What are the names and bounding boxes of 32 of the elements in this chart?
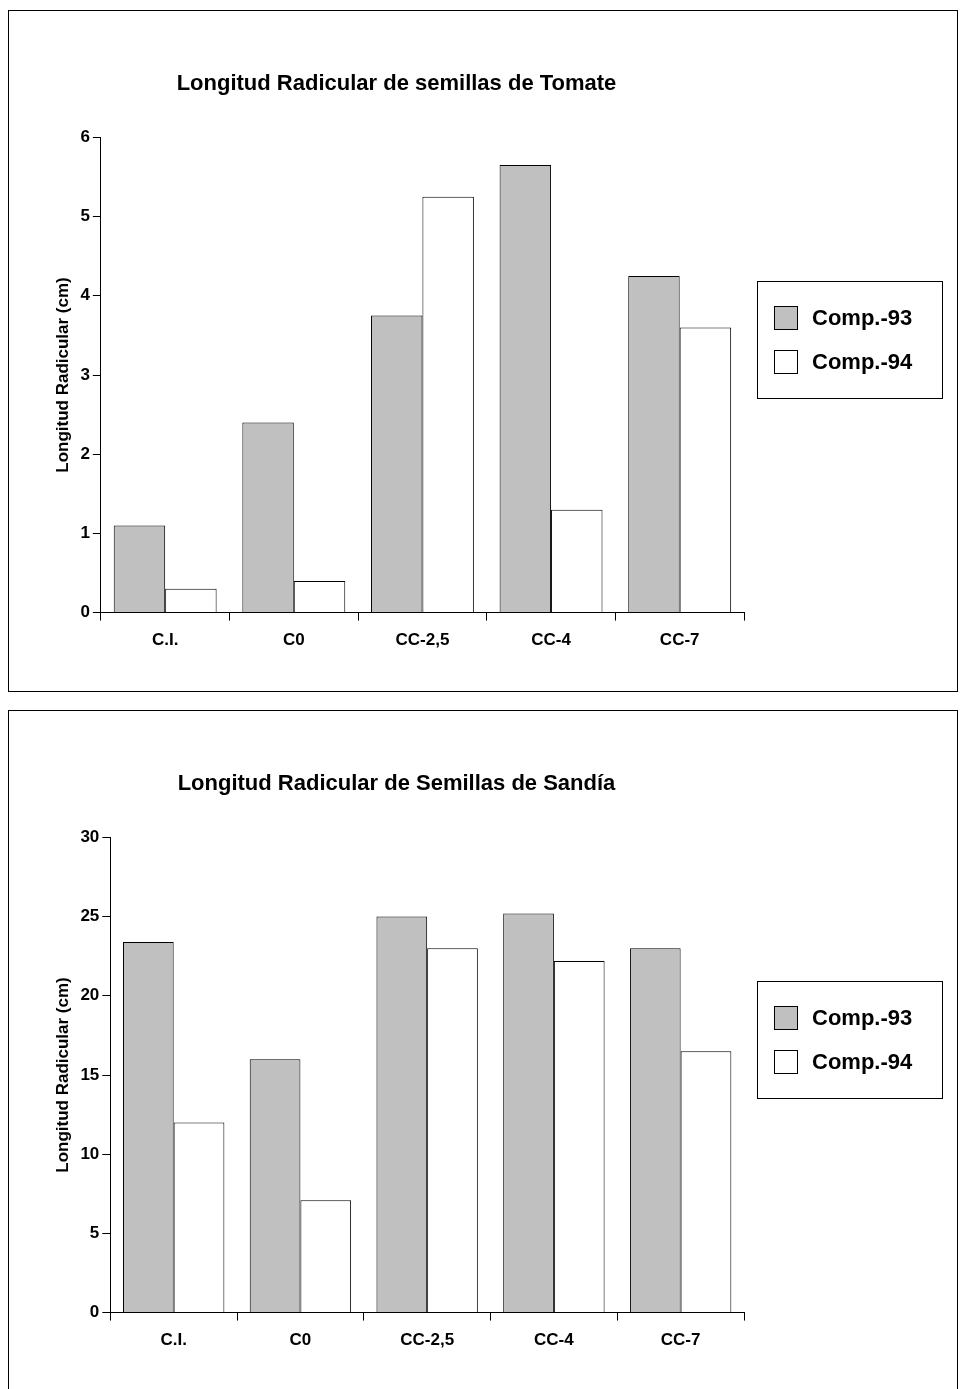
x-tick-label: C.I. <box>160 1330 187 1350</box>
y-tick-label: 20 <box>80 985 100 1005</box>
chart-title: Longitud Radicular de semillas de Tomate <box>176 70 617 96</box>
x-tick-label: C0 <box>282 630 305 650</box>
x-tick-label: CC-7 <box>660 1330 701 1350</box>
text: Comp.-94 <box>812 349 913 375</box>
y-tick-label: 15 <box>80 1064 100 1084</box>
x-tick-label: CC-4 <box>534 1330 575 1350</box>
y-tick-label: 10 <box>80 1143 100 1163</box>
x-tick-label: CC-7 <box>659 630 700 650</box>
y-tick-label: 6 <box>80 127 90 147</box>
y-tick-label: 0 <box>89 1302 100 1322</box>
y-tick-label: 25 <box>80 906 100 926</box>
y-tick-label: 1 <box>80 523 90 543</box>
x-tick-label: CC-4 <box>531 630 572 650</box>
y-tick-label: 30 <box>80 827 100 847</box>
x-tick-label: CC-2,5 <box>400 1330 455 1350</box>
y-axis-title: Longitud Radicular (cm) <box>52 977 72 1173</box>
legend-label: Comp.-93 <box>812 1005 913 1031</box>
y-tick-label: 4 <box>80 285 91 305</box>
text: Comp.-94 <box>812 1049 913 1075</box>
x-tick-label: C.I. <box>151 630 179 650</box>
y-axis-title: Longitud Radicular (cm) <box>52 277 72 473</box>
y-tick-label: 5 <box>80 206 90 226</box>
y-tick-label: 2 <box>80 443 90 463</box>
x-tick-label: CC-2,5 <box>395 630 450 650</box>
x-tick-label: C0 <box>289 1330 312 1350</box>
legend-label: Comp.-93 <box>812 305 913 331</box>
y-tick-label: 3 <box>80 364 90 384</box>
y-tick-label: 5 <box>89 1223 100 1243</box>
chart-title: Longitud Radicular de Semillas de Sandía <box>177 770 617 796</box>
y-tick-label: 0 <box>80 602 90 622</box>
